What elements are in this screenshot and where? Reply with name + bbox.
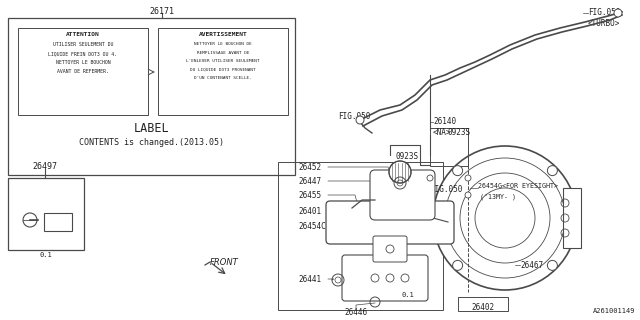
Bar	[8, 178, 84, 250]
Text: 26140: 26140	[433, 117, 456, 126]
Text: AVANT DE REFERMER.: AVANT DE REFERMER.	[57, 69, 109, 74]
Text: FIG.050: FIG.050	[588, 8, 620, 17]
Text: 26441: 26441	[298, 275, 321, 284]
Text: 0923S: 0923S	[395, 152, 418, 161]
Bar	[430, 128, 468, 166]
Text: L'ENLEVER UTILISER SEULEMENT: L'ENLEVER UTILISER SEULEMENT	[186, 59, 260, 63]
Text: 0.1: 0.1	[40, 252, 52, 258]
Bar	[44, 213, 72, 231]
Text: 26467: 26467	[520, 261, 543, 270]
Text: 26446: 26446	[344, 308, 367, 317]
Text: FIG.050: FIG.050	[430, 185, 462, 194]
Circle shape	[614, 9, 622, 17]
Text: NETTOYER LE BOUCHON DE: NETTOYER LE BOUCHON DE	[194, 42, 252, 46]
Circle shape	[465, 192, 471, 198]
Circle shape	[465, 175, 471, 181]
FancyBboxPatch shape	[342, 255, 428, 301]
Circle shape	[547, 260, 557, 270]
Bar	[8, 18, 295, 175]
Text: UTILISER SEULEMENT DU: UTILISER SEULEMENT DU	[53, 42, 113, 47]
FancyBboxPatch shape	[18, 28, 148, 115]
Text: 26402: 26402	[472, 303, 495, 312]
Text: 26401: 26401	[298, 207, 321, 216]
Text: 26447: 26447	[298, 177, 321, 186]
Bar	[278, 162, 443, 310]
Circle shape	[389, 161, 411, 183]
Text: 26454C: 26454C	[298, 222, 326, 231]
FancyBboxPatch shape	[158, 28, 288, 115]
Text: 0.1: 0.1	[402, 292, 414, 298]
Text: <NA>: <NA>	[433, 128, 451, 137]
Text: 0923S: 0923S	[448, 128, 471, 137]
Circle shape	[547, 166, 557, 176]
Text: CONTENTS is changed.(2013.05): CONTENTS is changed.(2013.05)	[79, 138, 224, 147]
Bar	[458, 297, 508, 311]
Text: FIG.050: FIG.050	[338, 112, 371, 121]
Bar	[563, 188, 581, 248]
Text: 26497: 26497	[33, 162, 58, 171]
Text: FRONT: FRONT	[210, 258, 239, 267]
Text: 26455: 26455	[298, 191, 321, 200]
Text: REMPLISSAGE AVANT DE: REMPLISSAGE AVANT DE	[196, 51, 249, 54]
Text: 26452: 26452	[298, 163, 321, 172]
Circle shape	[433, 146, 577, 290]
Text: NETTOYER LE BOUCHON: NETTOYER LE BOUCHON	[56, 60, 110, 65]
Text: 26454G<FOR EYESIGHT>: 26454G<FOR EYESIGHT>	[478, 183, 558, 189]
FancyBboxPatch shape	[326, 201, 454, 244]
Text: DU LIQUIDE DOT3 PROVENANT: DU LIQUIDE DOT3 PROVENANT	[190, 68, 256, 71]
Text: <TURBO>: <TURBO>	[588, 19, 620, 28]
Text: D'UN CONTENANT SCELLE.: D'UN CONTENANT SCELLE.	[194, 76, 252, 80]
FancyBboxPatch shape	[370, 170, 435, 220]
Text: ('13MY- ): ('13MY- )	[480, 193, 516, 199]
Text: LABEL: LABEL	[134, 122, 170, 135]
Text: LIQUIDE FREIN DOT3 OU 4.: LIQUIDE FREIN DOT3 OU 4.	[49, 51, 118, 56]
Text: AVERTISSEMENT: AVERTISSEMENT	[198, 32, 248, 37]
Text: A261001149: A261001149	[593, 308, 635, 314]
Circle shape	[356, 116, 364, 124]
Circle shape	[452, 260, 463, 270]
Text: 26171: 26171	[149, 7, 174, 16]
FancyBboxPatch shape	[373, 236, 407, 262]
Circle shape	[452, 166, 463, 176]
Text: ATTENTION: ATTENTION	[66, 32, 100, 37]
